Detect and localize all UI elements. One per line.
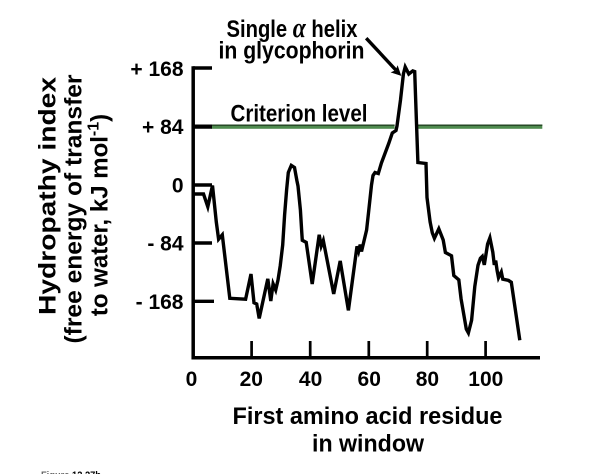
svg-text:+ 84: + 84 bbox=[142, 116, 184, 139]
svg-text:0: 0 bbox=[186, 368, 198, 391]
svg-text:Hydropathy index: Hydropathy index bbox=[35, 76, 62, 315]
svg-text:in window: in window bbox=[312, 431, 424, 458]
svg-text:- 168: - 168 bbox=[136, 291, 184, 314]
svg-text:80: 80 bbox=[416, 368, 439, 391]
svg-text:20: 20 bbox=[240, 368, 263, 391]
svg-text:40: 40 bbox=[299, 368, 322, 391]
svg-text:First amino acid residue: First amino acid residue bbox=[233, 403, 503, 430]
svg-text:(free energy of transfer: (free energy of transfer bbox=[61, 75, 88, 344]
svg-text:Criterion level: Criterion level bbox=[231, 101, 368, 128]
svg-text:- 84: - 84 bbox=[147, 233, 184, 256]
svg-text:+ 168: + 168 bbox=[130, 58, 183, 81]
svg-text:Figure 12.27b: Figure 12.27b bbox=[41, 470, 101, 474]
svg-text:100: 100 bbox=[468, 368, 503, 391]
svg-text:in glycophorin: in glycophorin bbox=[219, 38, 365, 65]
svg-text:60: 60 bbox=[358, 368, 381, 391]
svg-text:Single α helix: Single α helix bbox=[227, 13, 359, 44]
svg-text:to water, kJ mol-1): to water, kJ mol-1) bbox=[86, 114, 114, 316]
svg-text:0: 0 bbox=[172, 175, 184, 198]
